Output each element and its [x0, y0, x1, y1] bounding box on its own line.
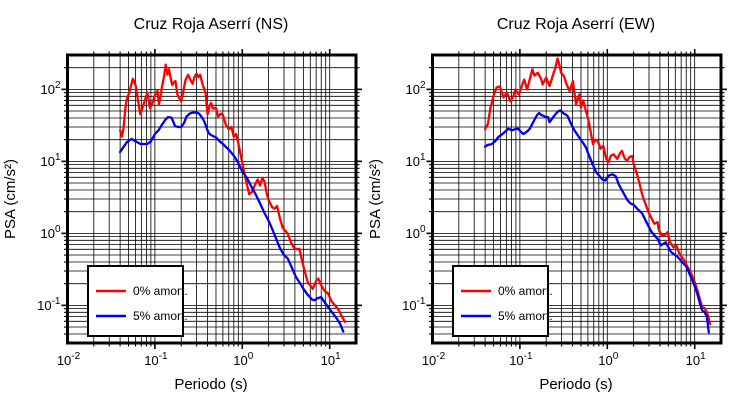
legend-label-0: 0% amort. [133, 284, 188, 298]
x-axis-label-ew: Periodo (s) [539, 376, 612, 393]
tick-labels: 10-2 10-1 100 101 10-1 100 101 102 [37, 80, 341, 368]
svg-text:10-1: 10-1 [402, 296, 426, 313]
series-line-5pct [118, 111, 345, 333]
series-curves [118, 63, 347, 333]
legend-label-0: 0% amort. [498, 284, 553, 298]
svg-text:10-2: 10-2 [422, 351, 446, 368]
plot-area-ns: 10-2 10-1 100 101 10-1 100 101 102 0% amort. 5% a… [37, 49, 362, 368]
svg-text:102: 102 [40, 80, 60, 97]
svg-text:101: 101 [686, 351, 706, 368]
series-line-0pct [118, 63, 347, 324]
y-axis-label-ew: PSA (cm/s²) [367, 159, 384, 239]
series-curves [483, 57, 712, 334]
legend-box [87, 265, 184, 337]
y-axis-label-ns: PSA (cm/s²) [2, 159, 19, 239]
svg-text:100: 100 [405, 224, 425, 241]
svg-text:101: 101 [405, 152, 425, 169]
svg-text:101: 101 [40, 152, 60, 169]
legend: 0% amort. 5% amort. [87, 265, 188, 337]
svg-text:10-1: 10-1 [509, 351, 533, 368]
svg-text:10-1: 10-1 [37, 296, 61, 313]
tick-labels: 10-2 10-1 100 101 10-1 100 101 102 [402, 80, 706, 368]
series-line-0pct [483, 57, 712, 326]
legend: 0% amort. 5% amort. [452, 265, 553, 337]
svg-text:100: 100 [598, 351, 618, 368]
svg-text:10-1: 10-1 [144, 351, 168, 368]
legend-label-1: 5% amort. [498, 309, 553, 323]
chart-panel-ew: 10-2 10-1 100 101 10-1 100 101 102 0% amort. 5% a… [367, 16, 727, 393]
x-axis-label-ns: Periodo (s) [174, 376, 247, 393]
plot-frame [66, 53, 358, 345]
plot-frame [431, 53, 723, 345]
svg-text:101: 101 [321, 351, 341, 368]
chart-title-ew: Cruz Roja Aserrí (EW) [497, 16, 655, 33]
series-line-5pct [483, 109, 710, 334]
svg-text:10-2: 10-2 [57, 351, 81, 368]
svg-text:100: 100 [233, 351, 253, 368]
legend-box [452, 265, 549, 337]
chart-title-ns: Cruz Roja Aserrí (NS) [134, 16, 289, 33]
plot-area-ew: 10-2 10-1 100 101 10-1 100 101 102 0% amort. 5% a… [402, 49, 727, 368]
legend-label-1: 5% amort. [133, 309, 188, 323]
svg-text:100: 100 [40, 224, 60, 241]
chart-panel-ns: 10-2 10-1 100 101 10-1 100 101 102 0% amort. 5% a… [2, 16, 362, 393]
svg-text:102: 102 [405, 80, 425, 97]
